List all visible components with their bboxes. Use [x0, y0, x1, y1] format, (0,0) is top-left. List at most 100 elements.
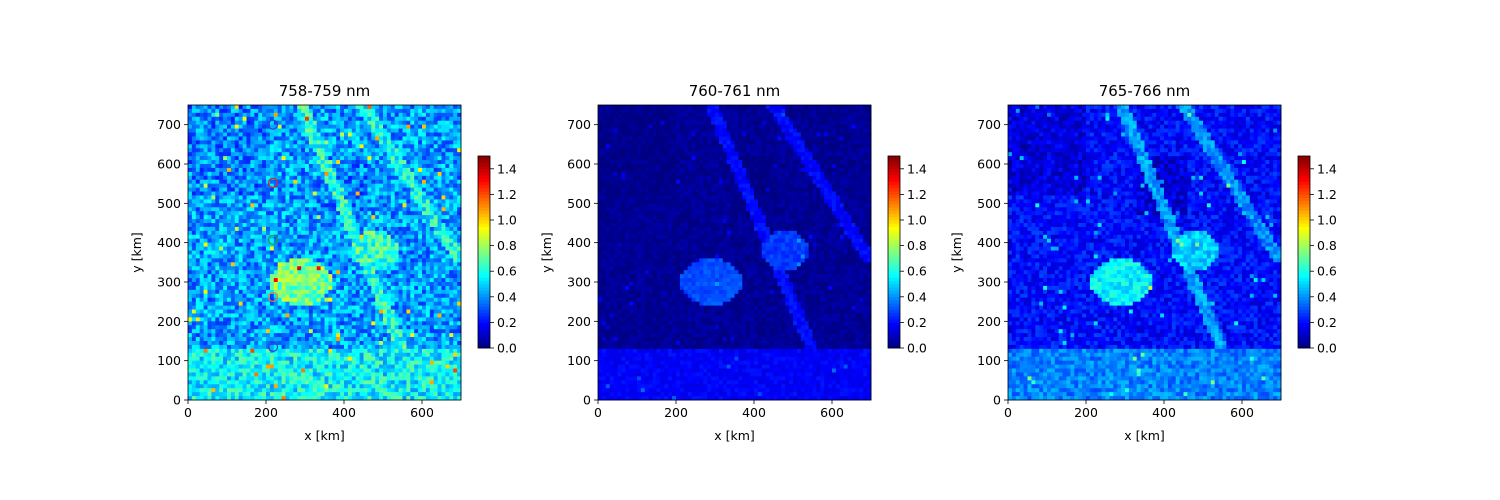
- heatmap-cell: [402, 333, 407, 338]
- heatmap-cell: [191, 250, 197, 255]
- heatmap-cell: [238, 108, 243, 114]
- heatmap-cell: [308, 301, 314, 306]
- heatmap-cell: [312, 112, 318, 118]
- heatmap-cell: [242, 124, 247, 129]
- heatmap-cell: [402, 301, 407, 306]
- heatmap-cell: [394, 116, 399, 122]
- heatmap-cell: [351, 219, 357, 224]
- heatmap-cell: [433, 372, 438, 377]
- heatmap-cell: [301, 246, 306, 251]
- heatmap-cell: [281, 297, 286, 303]
- heatmap-cell: [347, 120, 353, 126]
- heatmap-cell: [379, 282, 384, 287]
- heatmap-cell: [191, 274, 197, 279]
- heatmap-cell: [207, 183, 212, 188]
- heatmap-cell: [398, 333, 403, 338]
- heatmap-cell: [371, 329, 376, 334]
- heatmap-cell: [203, 148, 208, 153]
- heatmap-cell: [242, 356, 247, 362]
- heatmap-cell: [437, 341, 442, 346]
- heatmap-cell: [445, 242, 450, 247]
- heatmap-cell: [238, 160, 243, 165]
- heatmap-cell: [336, 164, 341, 169]
- heatmap-cell: [332, 207, 337, 212]
- heatmap-cell: [230, 171, 236, 177]
- heatmap-cell: [219, 108, 224, 114]
- heatmap-cell: [266, 207, 271, 212]
- heatmap-cell: [367, 156, 372, 161]
- heatmap-cell: [383, 191, 388, 196]
- heatmap-cell: [418, 191, 423, 196]
- heatmap-cell: [347, 344, 353, 350]
- heatmap-cell: [277, 317, 282, 322]
- heatmap-cell: [425, 120, 431, 126]
- heatmap-cell: [312, 219, 318, 224]
- heatmap-cell: [250, 234, 255, 240]
- heatmap-cell: [410, 368, 415, 373]
- heatmap-cell: [355, 203, 360, 208]
- heatmap-cell: [316, 376, 321, 381]
- heatmap-cell: [340, 140, 345, 145]
- heatmap-cell: [429, 148, 435, 153]
- heatmap-cell: [258, 187, 263, 192]
- heatmap-cell: [316, 360, 321, 365]
- heatmap-cell: [297, 108, 302, 114]
- heatmap-cell: [266, 313, 271, 318]
- heatmap-cell: [223, 211, 228, 216]
- heatmap-cell: [445, 246, 450, 251]
- heatmap-cell: [250, 313, 255, 318]
- heatmap-cell: [379, 136, 384, 141]
- heatmap-cell: [398, 223, 403, 228]
- heatmap-cell: [367, 195, 372, 200]
- heatmap-cell: [457, 203, 462, 208]
- heatmap-cell: [379, 105, 384, 110]
- heatmap-cell: [273, 179, 279, 185]
- heatmap-cell: [433, 179, 438, 185]
- heatmap-cell: [351, 156, 357, 161]
- heatmap-cell: [437, 144, 442, 149]
- heatmap-cell: [301, 207, 306, 212]
- heatmap-cell: [293, 164, 298, 169]
- heatmap-cell: [281, 270, 286, 275]
- heatmap-cell: [242, 179, 247, 185]
- heatmap-cell: [219, 223, 224, 228]
- heatmap-cell: [449, 258, 454, 263]
- heatmap-cell: [351, 191, 357, 196]
- heatmap-cell: [195, 136, 201, 141]
- heatmap-cell: [429, 360, 435, 365]
- heatmap-cell: [347, 313, 353, 318]
- heatmap-cell: [390, 156, 396, 161]
- heatmap-cell: [297, 112, 302, 118]
- heatmap-cell: [285, 207, 290, 212]
- heatmap-cell: [347, 187, 353, 192]
- heatmap-cell: [402, 112, 407, 118]
- heatmap-cell: [285, 321, 290, 326]
- heatmap-cell: [453, 136, 458, 141]
- heatmap-cell: [324, 360, 329, 365]
- heatmap-cell: [277, 348, 282, 354]
- heatmap-cell: [383, 230, 388, 236]
- heatmap-cell: [269, 301, 275, 306]
- heatmap-cell: [320, 325, 325, 330]
- heatmap-cell: [266, 195, 271, 200]
- heatmap-cell: [246, 167, 251, 173]
- heatmap-cell: [398, 289, 403, 295]
- heatmap-cell: [227, 333, 232, 338]
- heatmap-cell: [250, 250, 255, 255]
- heatmap-cell: [410, 372, 415, 377]
- heatmap-cell: [422, 179, 427, 185]
- heatmap-cell: [223, 167, 228, 173]
- heatmap-cell: [359, 376, 364, 381]
- heatmap-cell: [316, 262, 321, 267]
- heatmap-cell: [449, 356, 454, 362]
- heatmap-cell: [414, 191, 419, 196]
- heatmap-cell: [316, 297, 321, 303]
- heatmap-cell: [355, 219, 360, 224]
- heatmap-cell: [394, 313, 399, 318]
- heatmap-cell: [262, 152, 267, 157]
- heatmap-cell: [406, 128, 411, 133]
- heatmap-cell: [191, 352, 197, 358]
- heatmap-cell: [199, 341, 204, 346]
- heatmap-cell: [445, 329, 450, 334]
- heatmap-cell: [433, 191, 438, 196]
